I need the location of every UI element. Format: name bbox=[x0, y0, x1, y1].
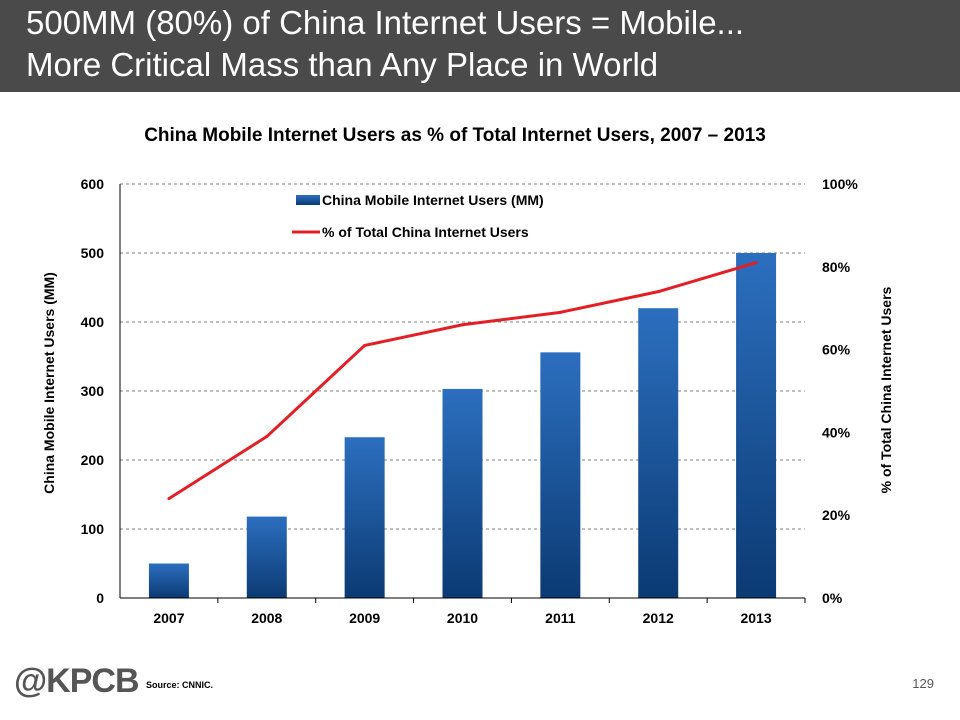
slide-title-line-1: 500MM (80%) of China Internet Users = Mo… bbox=[26, 4, 745, 41]
y-tick-left: 200 bbox=[81, 452, 105, 468]
line-point bbox=[656, 290, 660, 294]
y-tick-right: 60% bbox=[822, 342, 851, 358]
line-point bbox=[461, 323, 464, 327]
y-tick-right: 20% bbox=[822, 507, 851, 523]
bar bbox=[344, 437, 385, 598]
y-tick-right: 100% bbox=[822, 176, 858, 192]
line-point bbox=[363, 343, 367, 347]
y-axis-label-left: China Mobile Internet Users (MM) bbox=[41, 272, 57, 494]
x-tick: 2013 bbox=[740, 610, 771, 626]
bar bbox=[638, 308, 679, 598]
legend-bar-label: China Mobile Internet Users (MM) bbox=[322, 192, 544, 208]
legend-line-label: % of Total China Internet Users bbox=[322, 224, 529, 240]
legend-bar-swatch bbox=[296, 195, 320, 205]
y-tick-left: 0 bbox=[96, 590, 104, 606]
kpcb-logo: @KPCB bbox=[14, 662, 139, 700]
y-axis-label-right: % of Total China Internet Users bbox=[878, 286, 894, 493]
line-point bbox=[558, 310, 562, 314]
slide-title-line-2: More Critical Mass than Any Place in Wor… bbox=[26, 46, 659, 83]
bar bbox=[148, 563, 189, 598]
line-point bbox=[754, 261, 758, 265]
line-point bbox=[167, 497, 171, 501]
axes: 0 100 200 300 400 500 600 0% 20% 40% 60% 80% 100% 200… bbox=[81, 176, 859, 626]
percent-line bbox=[167, 261, 758, 501]
slide-header: 500MM (80%) of China Internet Users = Mo… bbox=[0, 0, 960, 92]
line-point bbox=[265, 435, 269, 439]
x-tick: 2011 bbox=[545, 610, 576, 626]
y-tick-left: 600 bbox=[81, 176, 105, 192]
y-tick-right: 0% bbox=[822, 590, 843, 606]
y-tick-left: 500 bbox=[81, 245, 105, 261]
legend: China Mobile Internet Users (MM) % of Tot… bbox=[292, 192, 544, 240]
bar bbox=[736, 253, 777, 598]
y-tick-left: 300 bbox=[81, 383, 105, 399]
x-tick: 2010 bbox=[447, 610, 478, 626]
source-note: Source: CNNIC. bbox=[146, 680, 214, 690]
x-tick: 2012 bbox=[643, 610, 674, 626]
x-tick: 2009 bbox=[349, 610, 380, 626]
y-tick-left: 100 bbox=[81, 521, 105, 537]
bar bbox=[246, 516, 287, 598]
bars bbox=[148, 253, 777, 598]
page-number: 129 bbox=[912, 676, 934, 691]
chart-title: China Mobile Internet Users as % of Tota… bbox=[144, 125, 766, 146]
bar bbox=[540, 352, 581, 598]
combo-chart: China Mobile Internet Users as % of Tota… bbox=[41, 125, 894, 626]
x-tick: 2008 bbox=[251, 610, 282, 626]
bar bbox=[442, 388, 483, 598]
x-tick: 2007 bbox=[153, 610, 184, 626]
y-tick-left: 400 bbox=[81, 314, 105, 330]
y-tick-right: 40% bbox=[822, 424, 851, 440]
y-tick-right: 80% bbox=[822, 259, 851, 275]
